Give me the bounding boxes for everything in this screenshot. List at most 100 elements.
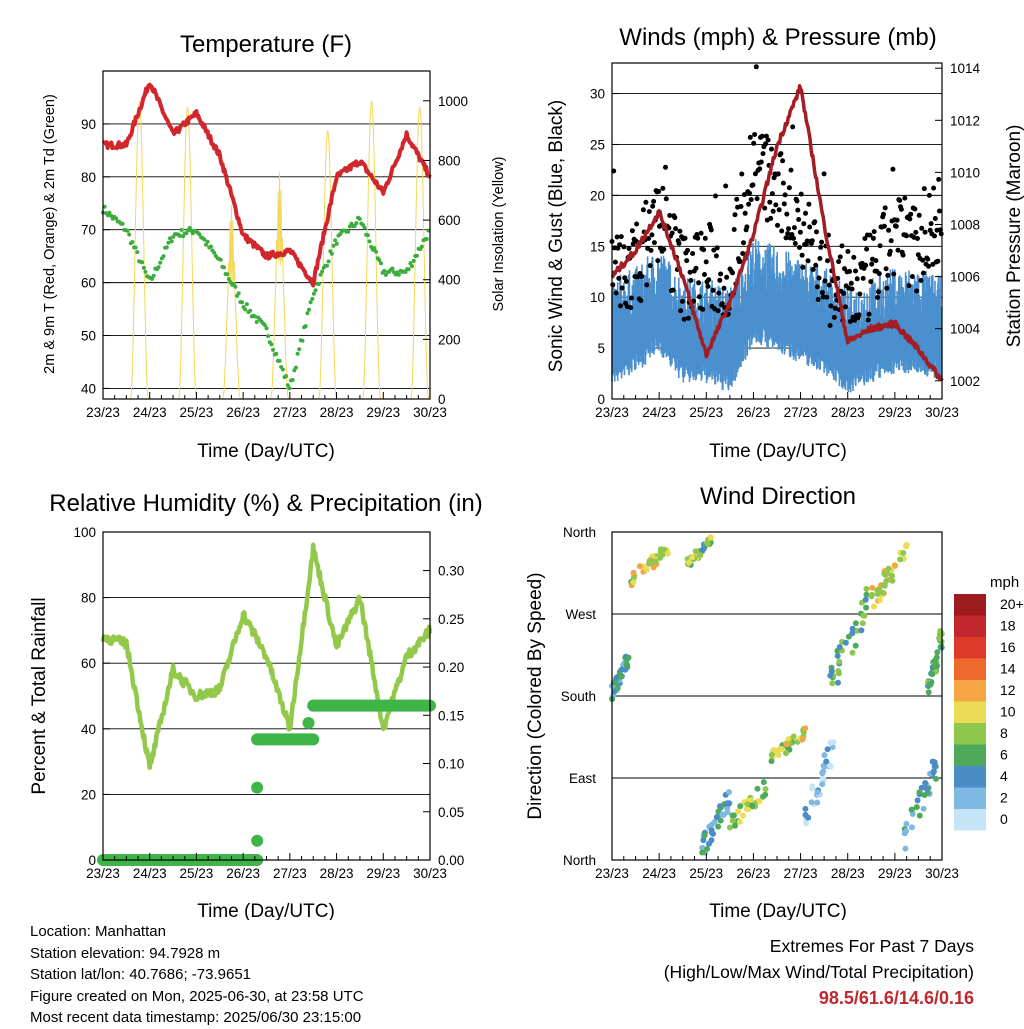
direction-point xyxy=(724,800,731,807)
gust-point xyxy=(925,256,931,262)
direction-point xyxy=(715,823,722,830)
direction-point xyxy=(930,758,937,765)
gust-point xyxy=(800,264,806,270)
gust-point xyxy=(626,246,632,251)
gust-point xyxy=(765,137,771,143)
gust-point xyxy=(831,314,837,320)
gust-point xyxy=(839,243,845,249)
gust-point xyxy=(842,304,848,310)
legend-swatch xyxy=(954,723,986,745)
gust-point xyxy=(891,271,897,277)
gust-point xyxy=(623,278,629,284)
gust-point xyxy=(767,199,773,205)
gust-point xyxy=(906,283,912,289)
gust-point xyxy=(747,134,753,140)
gust-point xyxy=(702,272,707,277)
temperature-y2tick-label: 1000 xyxy=(438,94,468,109)
winds-y2tick-label: 1010 xyxy=(950,165,980,180)
direction-point xyxy=(809,785,815,792)
direction-point xyxy=(652,558,659,565)
direction-point xyxy=(880,582,887,589)
gust-point xyxy=(669,230,675,236)
direction-point xyxy=(849,630,856,637)
gust-point xyxy=(919,225,925,231)
dewpoint-point xyxy=(362,225,367,230)
temperature-line xyxy=(101,82,432,288)
temperature-xtick-label: 28/23 xyxy=(320,405,354,420)
gust-point xyxy=(789,232,795,237)
direction-point xyxy=(858,627,865,634)
gust-point xyxy=(616,275,622,281)
humidity-xtick-label: 29/23 xyxy=(366,866,400,881)
station-info: Location: Manhattan Station elevation: 9… xyxy=(30,921,364,1029)
location-text: Location: Manhattan xyxy=(30,923,166,940)
winds-xtick-label: 30/23 xyxy=(925,405,959,420)
direction-point xyxy=(700,545,707,552)
temperature-y2tick-label: 600 xyxy=(438,213,461,228)
dewpoint-point xyxy=(179,227,184,232)
direction-point xyxy=(903,828,910,834)
dewpoint-point xyxy=(396,272,401,277)
legend-swatch xyxy=(954,637,986,659)
humidity-ytick-label: 0 xyxy=(88,853,96,868)
dewpoint-point xyxy=(326,259,331,264)
direction-point xyxy=(630,569,637,576)
temperature-ytick-label: 90 xyxy=(81,117,96,132)
temperature-ytick-label: 80 xyxy=(81,170,96,185)
dewpoint-point xyxy=(133,245,138,250)
winds-ytick-label: 30 xyxy=(590,87,605,102)
humidity-ytick-label: 80 xyxy=(81,591,96,606)
gust-point xyxy=(849,286,855,292)
dewpoint-point xyxy=(244,302,249,307)
gust-point xyxy=(734,196,740,202)
dewpoint-point xyxy=(308,300,313,305)
gust-point xyxy=(851,254,857,260)
dewpoint-point xyxy=(297,347,302,352)
direction-point xyxy=(707,534,714,541)
direction-point xyxy=(802,805,809,812)
temperature-y2tick-label: 800 xyxy=(438,153,461,168)
gust-point xyxy=(817,256,823,261)
gust-point xyxy=(805,258,811,264)
winds-y2tick-label: 1004 xyxy=(950,322,981,337)
direction-point xyxy=(819,781,826,788)
gust-point xyxy=(760,151,766,157)
dewpoint-point xyxy=(277,358,282,363)
winds-xtick-label: 24/23 xyxy=(642,405,676,420)
gust-point xyxy=(797,229,803,235)
latlon-text: Station lat/lon: 40.7686; -73.9651 xyxy=(30,966,252,983)
temperature-ytick-label: 50 xyxy=(81,329,96,344)
gust-point xyxy=(693,265,699,271)
gust-point xyxy=(866,311,872,317)
winds-ytick-label: 20 xyxy=(590,188,605,203)
direction-point xyxy=(803,820,810,827)
wind-direction-xtick-label: 25/23 xyxy=(689,866,723,881)
humidity-xtick-label: 23/23 xyxy=(86,866,120,881)
gust-point xyxy=(888,238,894,244)
dewpoint-point xyxy=(305,311,310,316)
legend-label: 10 xyxy=(1000,704,1016,720)
humidity-y2tick-label: 0.05 xyxy=(438,805,464,820)
dewpoint-point xyxy=(204,242,208,247)
dewpoint-point xyxy=(316,282,321,286)
legend-swatch xyxy=(954,680,986,702)
direction-point xyxy=(726,824,733,831)
gust-point xyxy=(769,146,774,152)
temperature-y2tick-label: 0 xyxy=(438,392,446,407)
gust-point xyxy=(696,280,702,286)
direction-point xyxy=(657,554,664,561)
direction-point xyxy=(829,680,836,687)
gust-point xyxy=(897,197,903,203)
direction-point xyxy=(630,579,637,586)
gust-point xyxy=(758,159,764,165)
gust-point xyxy=(753,64,759,70)
gust-point xyxy=(845,249,851,254)
direction-point xyxy=(739,812,746,819)
gust-point xyxy=(696,294,702,300)
winds-y2tick-label: 1006 xyxy=(950,270,980,285)
gust-point xyxy=(913,229,919,235)
gust-point xyxy=(854,276,860,282)
gust-point xyxy=(737,258,743,264)
direction-point xyxy=(699,844,706,851)
direction-point xyxy=(821,752,828,759)
